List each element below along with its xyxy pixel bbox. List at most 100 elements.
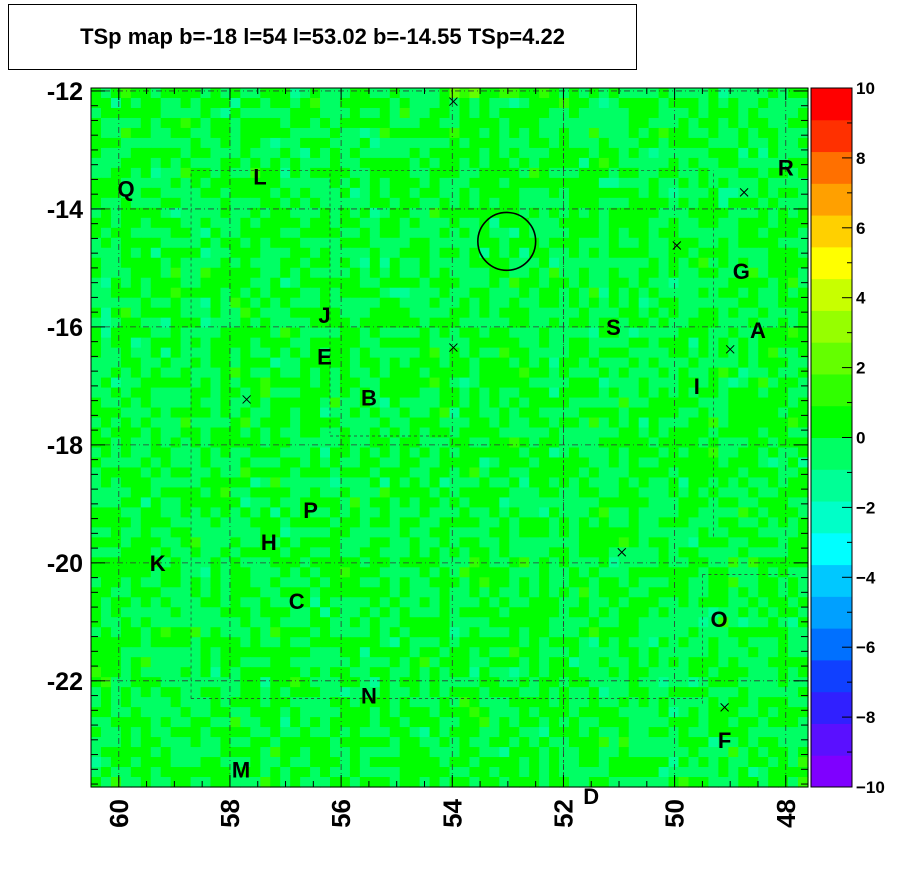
heatmap-cell — [628, 567, 640, 578]
heatmap-cell — [320, 257, 331, 269]
heatmap-cell — [160, 377, 172, 389]
heatmap-cell — [648, 547, 660, 558]
heatmap-cell — [320, 297, 331, 309]
heatmap-cell — [509, 127, 520, 139]
heatmap-cell — [349, 307, 361, 319]
heatmap-cell — [618, 757, 630, 768]
heatmap-cell — [539, 407, 550, 419]
heatmap-cell — [778, 517, 789, 528]
heatmap-cell — [728, 457, 739, 469]
heatmap-cell — [130, 247, 142, 259]
heatmap-cell — [180, 157, 192, 169]
heatmap-cell — [180, 627, 192, 638]
heatmap-cell — [300, 577, 311, 588]
heatmap-cell — [320, 737, 331, 748]
heatmap-cell — [429, 377, 441, 389]
heatmap-cell — [91, 237, 102, 249]
heatmap-cell — [91, 537, 102, 548]
heatmap-cell — [339, 147, 351, 159]
heatmap-cell — [608, 657, 620, 668]
heatmap-cell — [180, 737, 192, 748]
heatmap-cell — [339, 227, 351, 239]
heatmap-cell — [419, 487, 431, 499]
heatmap-cell — [260, 687, 271, 698]
heatmap-cell — [359, 717, 371, 728]
heatmap-cell — [499, 587, 510, 598]
heatmap-cell — [658, 197, 670, 209]
heatmap-cell — [549, 737, 560, 748]
heatmap-cell — [588, 687, 600, 698]
heatmap-cell — [658, 387, 670, 399]
heatmap-cell — [180, 107, 192, 119]
heatmap-cell — [648, 88, 660, 99]
heatmap-cell — [778, 617, 789, 628]
heatmap-cell — [190, 577, 202, 588]
heatmap-cell — [638, 247, 650, 259]
heatmap-cell — [220, 227, 232, 239]
heatmap-cell — [748, 617, 759, 628]
heatmap-cell — [648, 347, 660, 359]
heatmap-cell — [320, 227, 331, 239]
heatmap-cell — [688, 157, 700, 169]
heatmap-cell — [648, 767, 660, 778]
heatmap-cell — [788, 397, 799, 409]
heatmap-cell — [668, 547, 680, 558]
heatmap-cell — [110, 667, 122, 678]
heatmap-cell — [618, 277, 630, 289]
heatmap-cell — [569, 88, 580, 99]
heatmap-cell — [240, 357, 251, 369]
heatmap-cell — [628, 537, 640, 548]
heatmap-cell — [260, 537, 271, 548]
heatmap-cell — [718, 447, 729, 459]
heatmap-cell — [100, 327, 112, 339]
heatmap-cell — [260, 377, 271, 389]
heatmap-cell — [509, 377, 520, 389]
heatmap-cell — [569, 207, 580, 219]
heatmap-cell — [788, 157, 799, 169]
heatmap-cell — [290, 267, 301, 279]
heatmap-cell — [459, 407, 471, 419]
heatmap-cell — [359, 517, 371, 528]
heatmap-cell — [578, 307, 590, 319]
heatmap-cell — [180, 287, 192, 299]
heatmap-cell — [758, 487, 769, 499]
heatmap-cell — [608, 447, 620, 459]
heatmap-cell — [708, 467, 719, 479]
heatmap-cell — [638, 97, 650, 109]
heatmap-cell — [180, 267, 192, 279]
heatmap-cell — [449, 117, 461, 129]
heatmap-cell — [598, 327, 610, 339]
heatmap-cell — [658, 627, 670, 638]
heatmap-cell — [708, 597, 719, 608]
heatmap-cell — [330, 187, 341, 199]
heatmap-cell — [270, 197, 281, 209]
heatmap-cell — [648, 257, 660, 269]
heatmap-cell — [190, 647, 202, 658]
heatmap-cell — [330, 517, 341, 528]
heatmap-cell — [578, 457, 590, 469]
heatmap-cell — [688, 597, 700, 608]
heatmap-cell — [330, 267, 341, 279]
heatmap-cell — [628, 667, 640, 678]
heatmap-cell — [479, 487, 490, 499]
heatmap-cell — [678, 177, 690, 189]
heatmap-cell — [120, 697, 132, 708]
heatmap-cell — [439, 667, 451, 678]
heatmap-cell — [648, 587, 660, 598]
heatmap-cell — [708, 237, 719, 249]
heatmap-cell — [160, 657, 172, 668]
heatmap-cell — [100, 107, 112, 119]
heatmap-cell — [130, 457, 142, 469]
heatmap-cell — [140, 127, 152, 139]
heatmap-cell — [160, 457, 172, 469]
heatmap-cell — [688, 467, 700, 479]
heatmap-cell — [369, 367, 381, 379]
heatmap-cell — [688, 317, 700, 329]
heatmap-cell — [509, 647, 520, 658]
heatmap-cell — [768, 257, 779, 269]
heatmap-cell — [359, 677, 371, 688]
heatmap-cell — [489, 337, 500, 349]
heatmap-cell — [140, 307, 152, 319]
heatmap-cell — [688, 747, 700, 758]
heatmap-cell — [569, 137, 580, 149]
